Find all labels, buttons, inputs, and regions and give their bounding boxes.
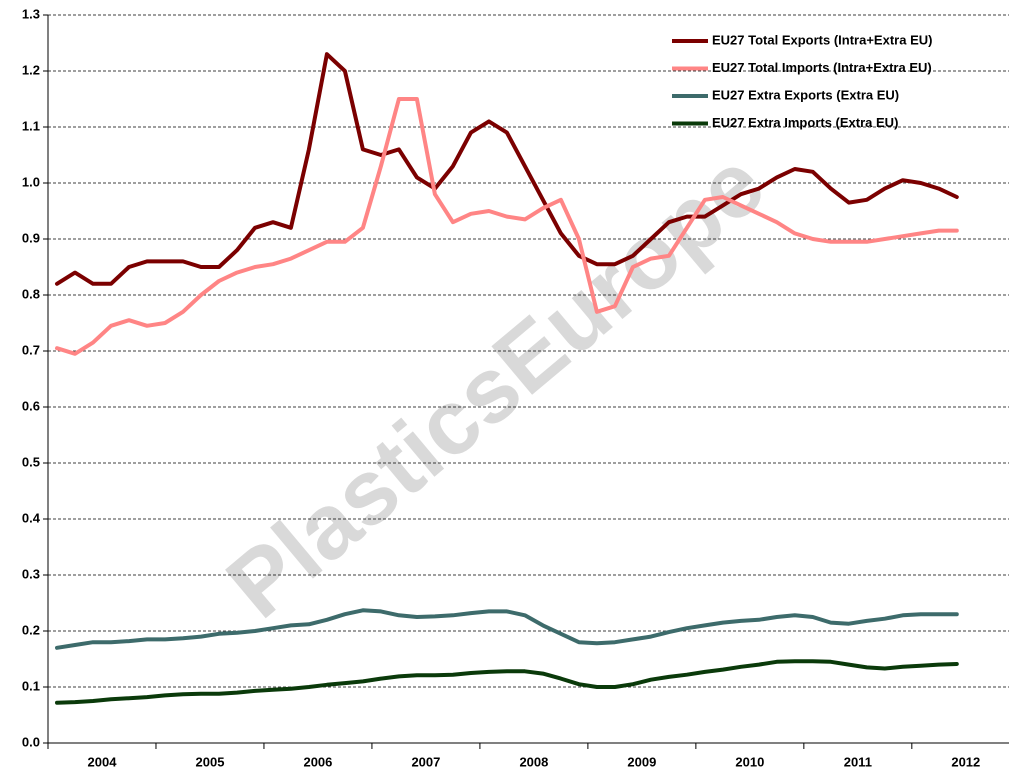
y-tick-label: 0.1 — [22, 678, 40, 693]
series-line — [55, 659, 959, 705]
y-tick-label: 0.8 — [22, 286, 40, 301]
x-tick-label: 2008 — [519, 754, 548, 769]
x-tick-label: 2009 — [627, 754, 656, 769]
y-tick-label: 1.3 — [22, 6, 40, 21]
x-tick-label: 2012 — [951, 754, 980, 769]
y-tick-label: 1.0 — [22, 174, 40, 189]
legend-label: EU27 Total Exports (Intra+Extra EU) — [712, 32, 932, 47]
y-tick-label: 0.3 — [22, 566, 40, 581]
series-line — [55, 52, 959, 286]
x-tick-label: 2006 — [303, 754, 332, 769]
y-tick-label: 0.4 — [22, 510, 41, 525]
y-tick-label: 0.7 — [22, 342, 40, 357]
y-tick-label: 1.2 — [22, 62, 40, 77]
y-tick-label: 0.5 — [22, 454, 40, 469]
legend-label: EU27 Extra Exports (Extra EU) — [712, 87, 899, 102]
x-tick-label: 2005 — [196, 754, 225, 769]
x-tick-label: 2007 — [411, 754, 440, 769]
legend-label: EU27 Total Imports (Intra+Extra EU) — [712, 60, 932, 75]
y-tick-label: 0.6 — [22, 398, 40, 413]
x-tick-label: 2010 — [735, 754, 764, 769]
y-tick-label: 0.9 — [22, 230, 40, 245]
x-tick-label: 2004 — [88, 754, 118, 769]
series-line — [55, 608, 959, 650]
series-line — [55, 97, 959, 356]
y-tick-label: 0.2 — [22, 622, 40, 637]
y-tick-label: 1.1 — [22, 118, 40, 133]
y-tick-label: 0.0 — [22, 734, 40, 749]
x-tick-label: 2011 — [844, 754, 872, 769]
legend-label: EU27 Extra Imports (Extra EU) — [712, 115, 898, 130]
